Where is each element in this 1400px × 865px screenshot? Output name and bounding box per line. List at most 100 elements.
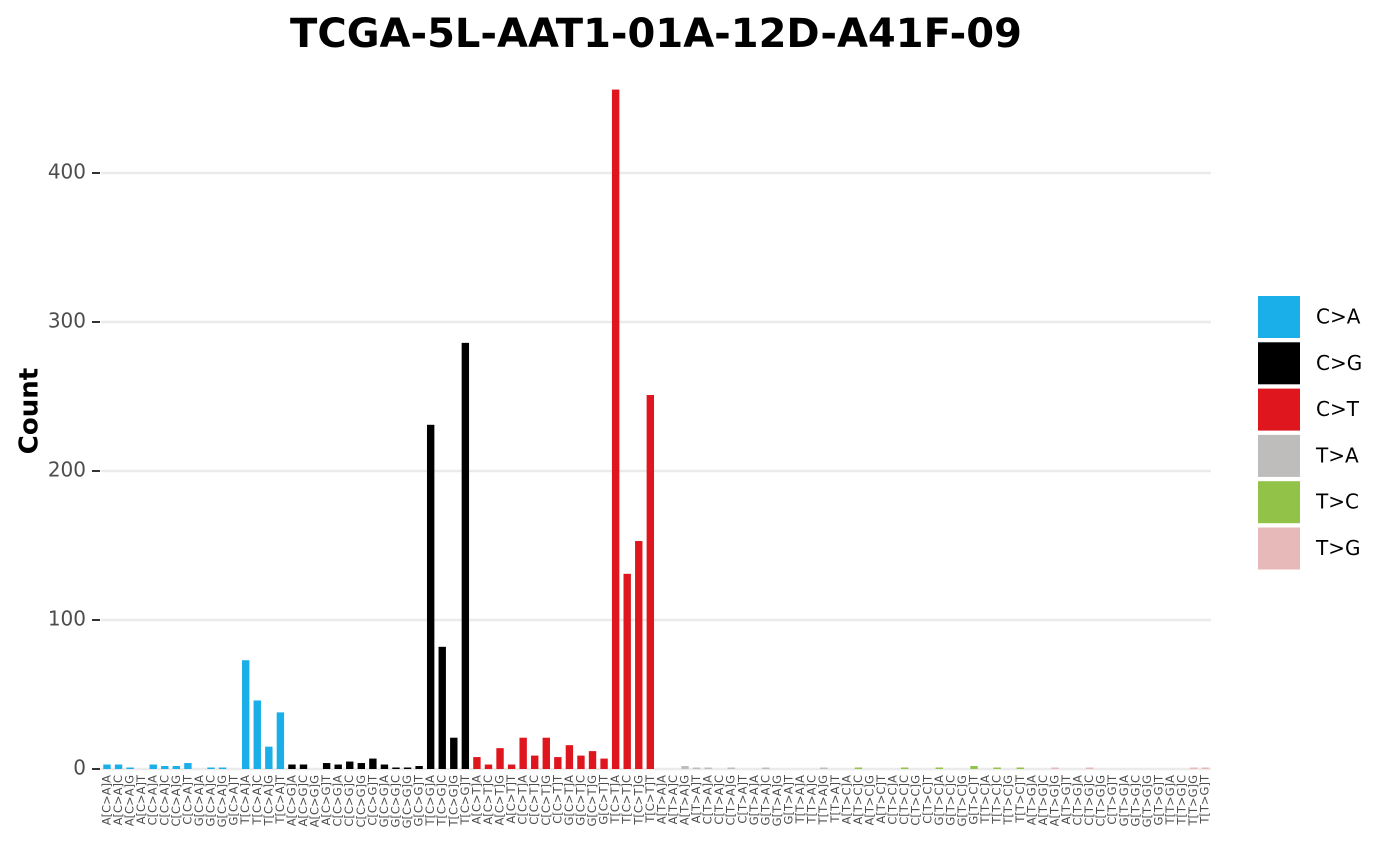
x-tick-label: T[T>C]T (1013, 774, 1027, 824)
x-tick-label: C[C>A]A (146, 775, 160, 826)
x-tick-label: C[C>A]G (169, 775, 183, 826)
bar (993, 767, 1001, 769)
legend-label: T>A (1315, 443, 1359, 467)
bar (218, 767, 227, 769)
bar (935, 767, 944, 769)
x-tick-label: A[T>C]A (839, 775, 853, 825)
legend-swatch (1258, 296, 1300, 338)
y-tick-label: 100 (48, 607, 86, 631)
x-tick-label: G[C>G]A (377, 775, 391, 827)
bar (392, 767, 400, 769)
x-tick-label: A[C>A]T (134, 774, 148, 824)
bar (149, 764, 157, 769)
x-tick-label: T[T>A]A (793, 775, 807, 825)
bar (554, 757, 562, 769)
bar (473, 757, 481, 769)
bar (103, 764, 111, 769)
bar (507, 764, 516, 769)
bar (403, 767, 412, 769)
x-tick-label: A[C>G]A (284, 775, 298, 826)
x-tick-label: C[C>G]T (365, 774, 379, 826)
bar (635, 541, 643, 769)
bar (900, 767, 909, 769)
bar (172, 766, 181, 769)
x-tick-label: T[C>T]C (620, 775, 634, 825)
x-tick-label: A[C>G]T (319, 774, 333, 825)
x-tick-label: T[C>G]C (435, 775, 449, 827)
x-tick-label: G[T>C]G (955, 775, 969, 827)
legend-label: C>T (1316, 397, 1360, 421)
x-tick-label: C[T>C]G (909, 775, 923, 826)
x-tick-label: T[T>A]G (816, 775, 830, 825)
x-tick-label: G[T>A]T (782, 774, 796, 824)
x-tick-label: A[C>T]G (493, 775, 507, 825)
x-tick-label: T[C>T]T (643, 774, 657, 824)
bar (820, 767, 828, 769)
x-tick-label: C[C>T]G (539, 775, 553, 826)
x-tick-label: A[T>A]A (654, 775, 668, 824)
x-tick-label: T[T>C]C (990, 775, 1004, 825)
x-tick-label: T[C>G]T (458, 774, 472, 826)
bar (1085, 767, 1094, 769)
bar (207, 767, 215, 769)
bar (346, 761, 354, 769)
x-tick-label: A[T>G]T (1059, 774, 1073, 824)
x-tick-label: C[C>G]C (342, 775, 356, 827)
bar (1189, 767, 1198, 769)
bar (415, 766, 423, 769)
x-tick-label: C[T>G]T (1105, 774, 1119, 825)
legend-swatch (1258, 434, 1300, 477)
x-tick-label: C[T>A]T (735, 774, 749, 824)
x-tick-label: G[T>G]G (1140, 775, 1154, 827)
x-tick-label: T[C>T]A (608, 775, 622, 825)
x-tick-label: T[C>A]G (261, 775, 275, 826)
x-tick-label: C[T>A]C (712, 775, 726, 825)
x-tick-label: A[T>G]C (1036, 775, 1050, 825)
x-tick-label: T[C>G]A (423, 775, 437, 827)
x-tick-label: T[T>G]A (1163, 775, 1177, 826)
x-tick-label: C[T>C]A (886, 775, 900, 825)
x-tick-label: G[C>G]C (388, 775, 402, 828)
legend-label: C>A (1316, 305, 1361, 329)
bar (1051, 767, 1059, 769)
x-tick-label: A[C>G]C (296, 775, 310, 826)
x-tick-label: T[T>C]A (978, 775, 992, 825)
legend-swatch (1258, 481, 1300, 524)
x-tick-label: G[T>G]C (1128, 775, 1142, 827)
x-tick-label: A[C>A]G (123, 775, 137, 826)
x-tick-label: C[C>G]A (331, 775, 345, 827)
x-tick-label: C[C>T]T (550, 774, 564, 824)
bar (369, 758, 377, 769)
x-tick-label: G[C>T]G (585, 775, 599, 827)
bar (161, 766, 169, 769)
chart-title: TCGA-5L-AAT1-01A-12D-A41F-09 (290, 11, 1022, 57)
x-tick-label: A[T>G]G (1047, 775, 1061, 826)
bar (519, 737, 527, 769)
y-tick-label: 200 (48, 458, 86, 482)
x-tick-label: A[C>A]A (99, 775, 113, 825)
bar (854, 767, 863, 769)
x-tick-label: G[C>G]G (400, 775, 414, 828)
legend-label: T>G (1315, 536, 1360, 560)
bar (276, 712, 285, 769)
legend-swatch (1258, 527, 1300, 570)
bar (438, 646, 446, 769)
x-tick-label: A[T>C]T (874, 774, 888, 824)
bar (184, 763, 192, 769)
bar (623, 573, 631, 769)
legend-label: C>G (1316, 351, 1362, 375)
x-tick-label: C[T>G]A (1071, 775, 1085, 826)
x-tick-label: T[T>G]C (1175, 775, 1189, 826)
y-tick-label: 300 (48, 309, 86, 333)
bar (577, 755, 585, 769)
x-tick-label: C[C>T]C (527, 775, 541, 825)
x-tick-label: A[C>A]C (111, 775, 125, 825)
x-tick-label: G[T>A]C (758, 775, 772, 825)
y-tick-label: 0 (73, 756, 86, 780)
bar (970, 766, 978, 769)
x-tick-label: G[T>A]G (770, 775, 784, 826)
x-tick-label: G[C>T]A (562, 775, 576, 826)
x-tick-label: C[T>A]G (724, 775, 738, 825)
x-tick-label: A[T>G]A (1024, 775, 1038, 825)
x-tick-label: T[T>A]T (828, 774, 842, 824)
